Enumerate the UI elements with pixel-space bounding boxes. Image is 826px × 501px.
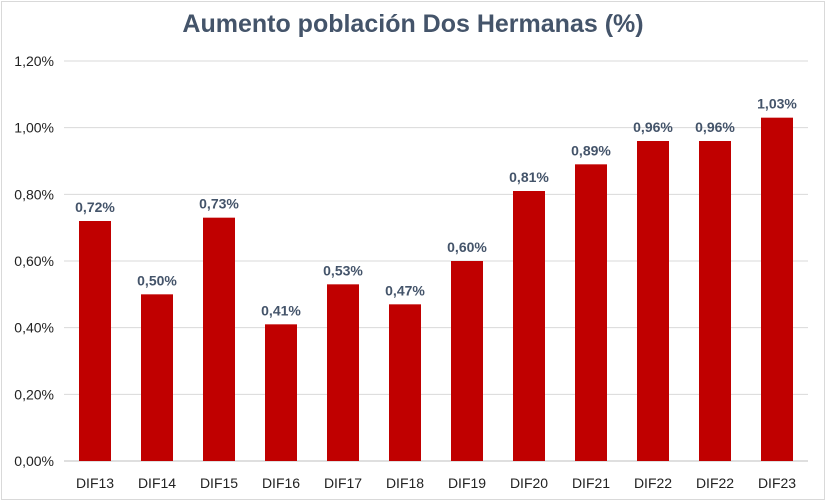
x-tick-label: DIF19	[448, 475, 486, 491]
x-tick-label: DIF18	[386, 475, 424, 491]
x-tick-label: DIF17	[324, 475, 362, 491]
bar	[575, 164, 607, 462]
bar	[513, 191, 545, 461]
data-label: 0,72%	[75, 199, 115, 215]
data-label: 0,89%	[571, 142, 611, 158]
x-tick-label: DIF23	[758, 475, 796, 491]
y-tick-label: 0,20%	[14, 386, 54, 402]
data-label: 0,81%	[509, 169, 549, 185]
bar	[389, 304, 421, 461]
data-label: 1,03%	[757, 96, 797, 112]
x-tick-label: DIF22	[696, 475, 734, 491]
chart-title: Aumento población Dos Hermanas (%)	[182, 10, 644, 38]
x-tick-label: DIF22	[634, 475, 672, 491]
data-label: 0,60%	[447, 239, 487, 255]
bar	[451, 261, 483, 461]
bar	[327, 284, 359, 461]
data-label: 0,53%	[323, 262, 363, 278]
x-tick-label: DIF21	[572, 475, 610, 491]
x-tick-label: DIF20	[510, 475, 548, 491]
y-tick-label: 0,80%	[14, 186, 54, 202]
y-tick-label: 1,20%	[14, 53, 54, 69]
bar	[699, 141, 731, 461]
data-label: 0,96%	[695, 119, 735, 135]
data-label: 0,96%	[633, 119, 673, 135]
data-label: 0,47%	[385, 282, 425, 298]
bar	[265, 324, 297, 461]
bar	[79, 221, 111, 461]
bar	[141, 294, 173, 461]
y-tick-label: 0,40%	[14, 320, 54, 336]
data-label: 0,73%	[199, 196, 239, 212]
y-tick-label: 1,00%	[14, 120, 54, 136]
x-tick-label: DIF15	[200, 475, 238, 491]
x-tick-label: DIF13	[76, 475, 114, 491]
x-tick-label: DIF14	[138, 475, 176, 491]
bar	[637, 141, 669, 461]
x-tick-label: DIF16	[262, 475, 300, 491]
data-label: 0,41%	[261, 302, 301, 318]
y-tick-label: 0,60%	[14, 253, 54, 269]
bar	[761, 117, 793, 462]
bar	[203, 217, 235, 461]
y-tick-label: 0,00%	[14, 453, 54, 469]
data-label: 0,50%	[137, 272, 177, 288]
